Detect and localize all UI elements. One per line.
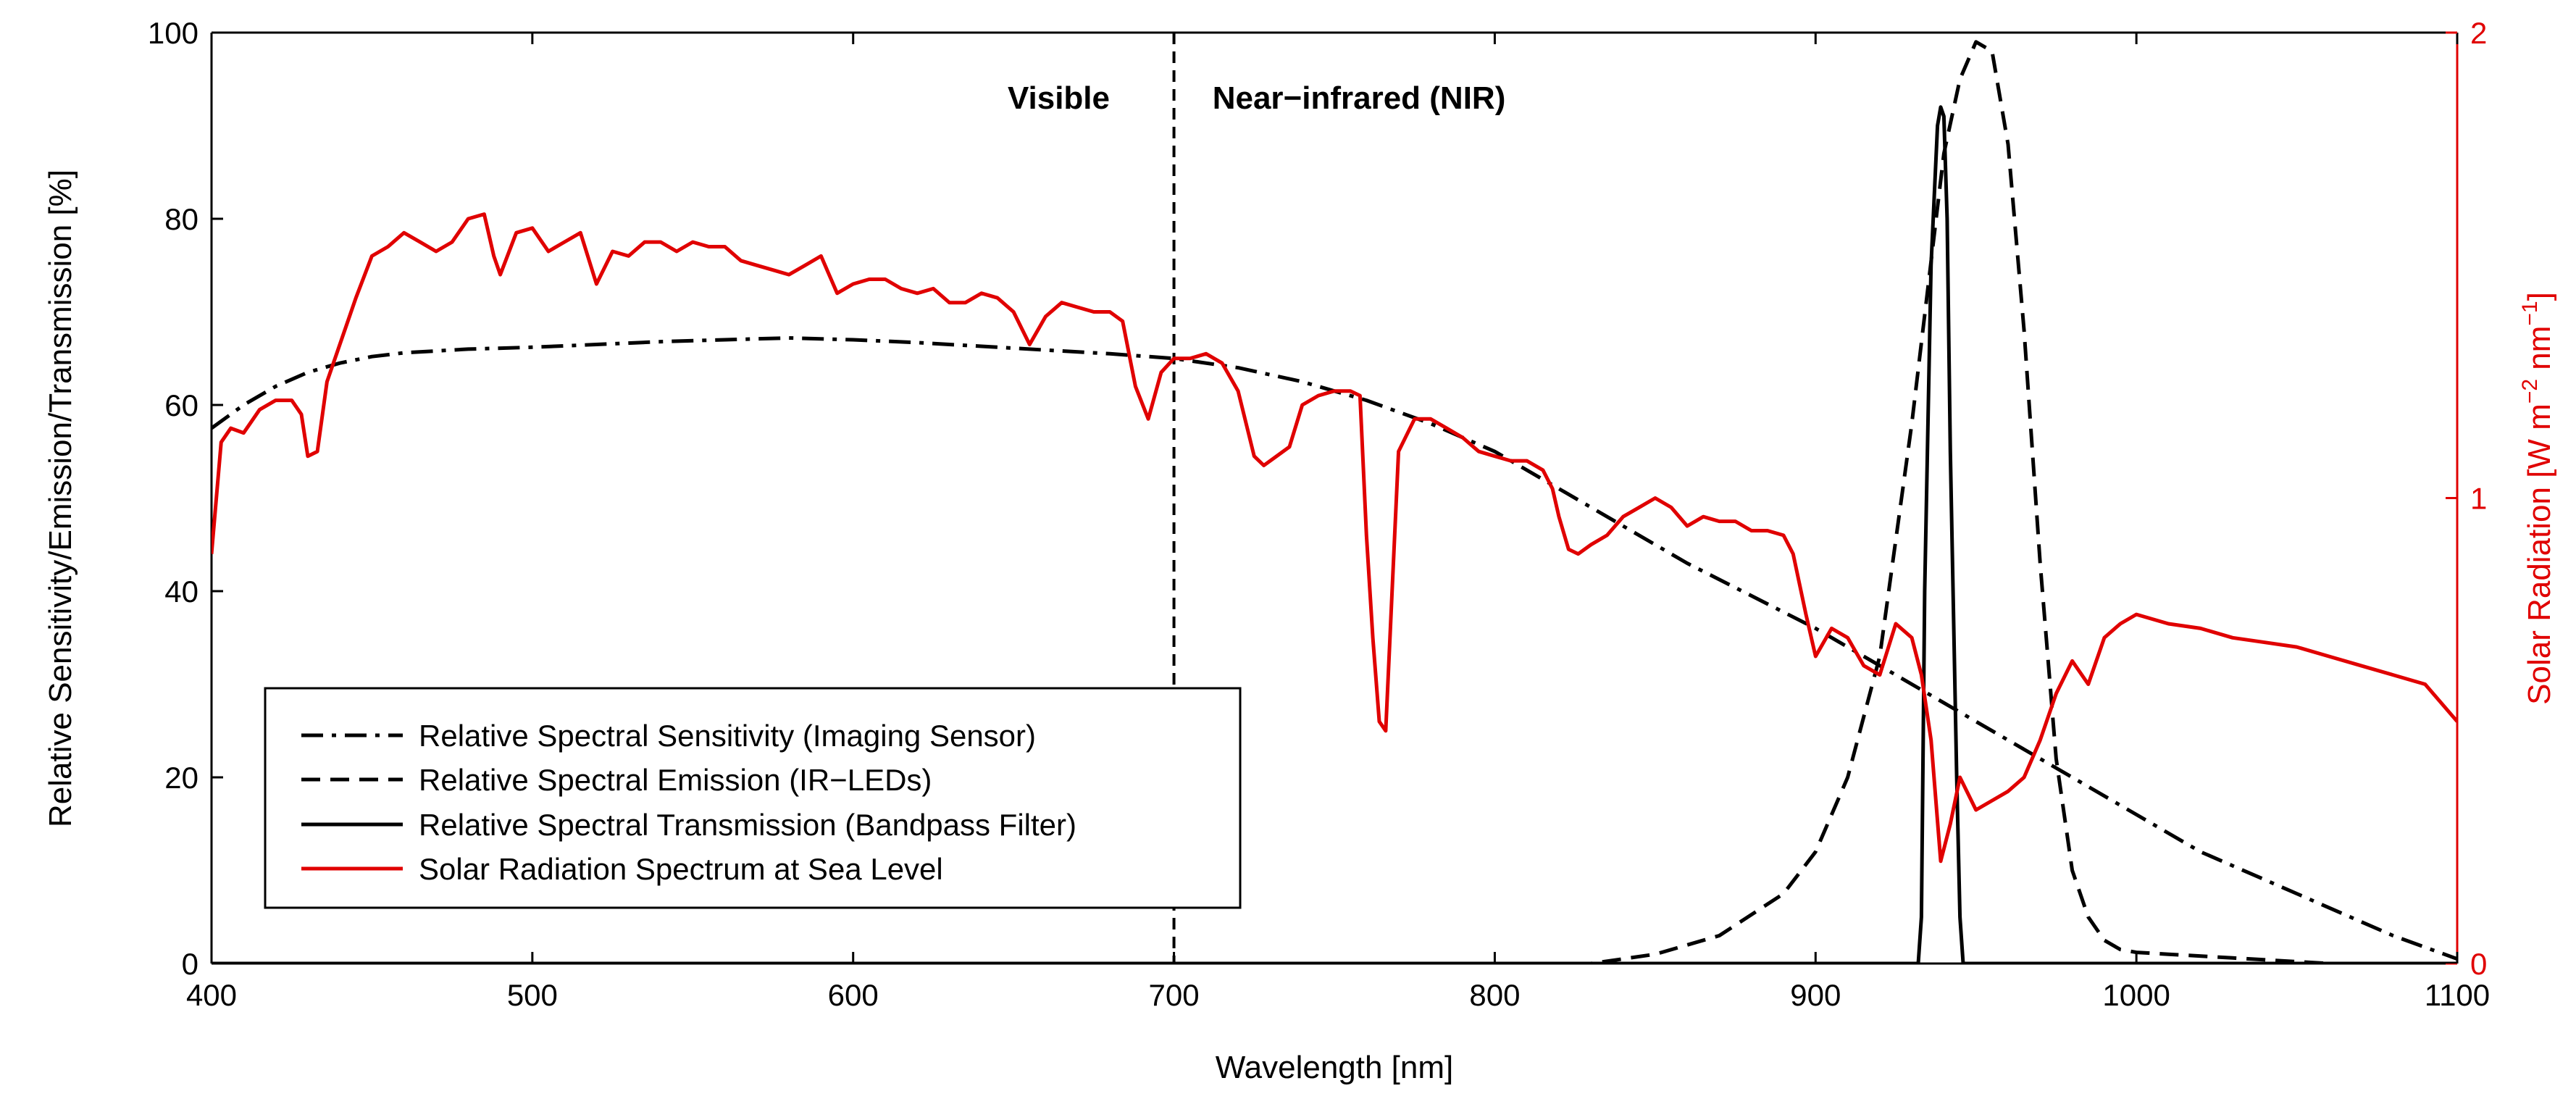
y2-tick-label: 2 xyxy=(2470,16,2487,50)
legend-label-sensitivity: Relative Spectral Sensitivity (Imaging S… xyxy=(419,719,1036,753)
series-emission xyxy=(212,40,2330,964)
x-tick-label: 400 xyxy=(186,978,237,1012)
y-ticks: 0 20 40 60 80 100 xyxy=(148,16,223,981)
legend-box xyxy=(264,687,1242,909)
y-axis-title: Relative Sensitivity/Emission/Transmissi… xyxy=(43,170,78,827)
x-tick-label: 1000 xyxy=(2102,978,2170,1012)
x-tick-label: 1100 xyxy=(2425,978,2490,1012)
visible-label: Visible xyxy=(1008,80,1110,116)
legend: Relative Spectral Sensitivity (Imaging S… xyxy=(264,687,1242,909)
nir-label: Near−infrared (NIR) xyxy=(1213,80,1506,116)
y2-axis-title-end: ] xyxy=(2522,292,2557,301)
y2-axis-title: Solar Radiation [W m−2 nm−1] xyxy=(2518,292,2557,705)
y2-axis-title-mid: nm xyxy=(2522,326,2557,379)
y-tick-label: 40 xyxy=(164,574,198,609)
y-tick-label: 80 xyxy=(164,202,198,236)
y-tick-label: 60 xyxy=(164,388,198,422)
y-tick-label: 0 xyxy=(182,947,198,981)
series-solar xyxy=(212,212,2457,864)
x-tick-label: 700 xyxy=(1149,978,1200,1012)
series-layer xyxy=(212,40,2457,964)
x-ticks: 400 500 600 700 800 900 1000 1100 xyxy=(186,33,2490,1012)
x-tick-label: 600 xyxy=(828,978,879,1012)
series-transmission xyxy=(212,105,2457,964)
y2-axis-title-sup2: −1 xyxy=(2518,301,2542,325)
y2-ticks: 0 1 2 xyxy=(2446,16,2487,981)
x-tick-label: 500 xyxy=(507,978,558,1012)
y2-tick-label: 1 xyxy=(2470,482,2487,516)
x-axis-title: Wavelength [nm] xyxy=(1216,1050,1454,1085)
y-tick-label: 100 xyxy=(148,16,198,50)
x-tick-label: 900 xyxy=(1790,978,1841,1012)
y2-axis-title-sup1: −2 xyxy=(2518,379,2542,404)
legend-label-transmission: Relative Spectral Transmission (Bandpass… xyxy=(419,808,1076,842)
x-tick-label: 800 xyxy=(1469,978,1520,1012)
y2-tick-label: 0 xyxy=(2470,947,2487,981)
y-tick-label: 20 xyxy=(164,761,198,795)
series-sensitivity xyxy=(212,336,2457,961)
legend-label-solar: Solar Radiation Spectrum at Sea Level xyxy=(419,852,943,886)
y2-axis-title-base: Solar Radiation [W m xyxy=(2522,404,2557,705)
legend-label-emission: Relative Spectral Emission (IR−LEDs) xyxy=(419,763,932,797)
